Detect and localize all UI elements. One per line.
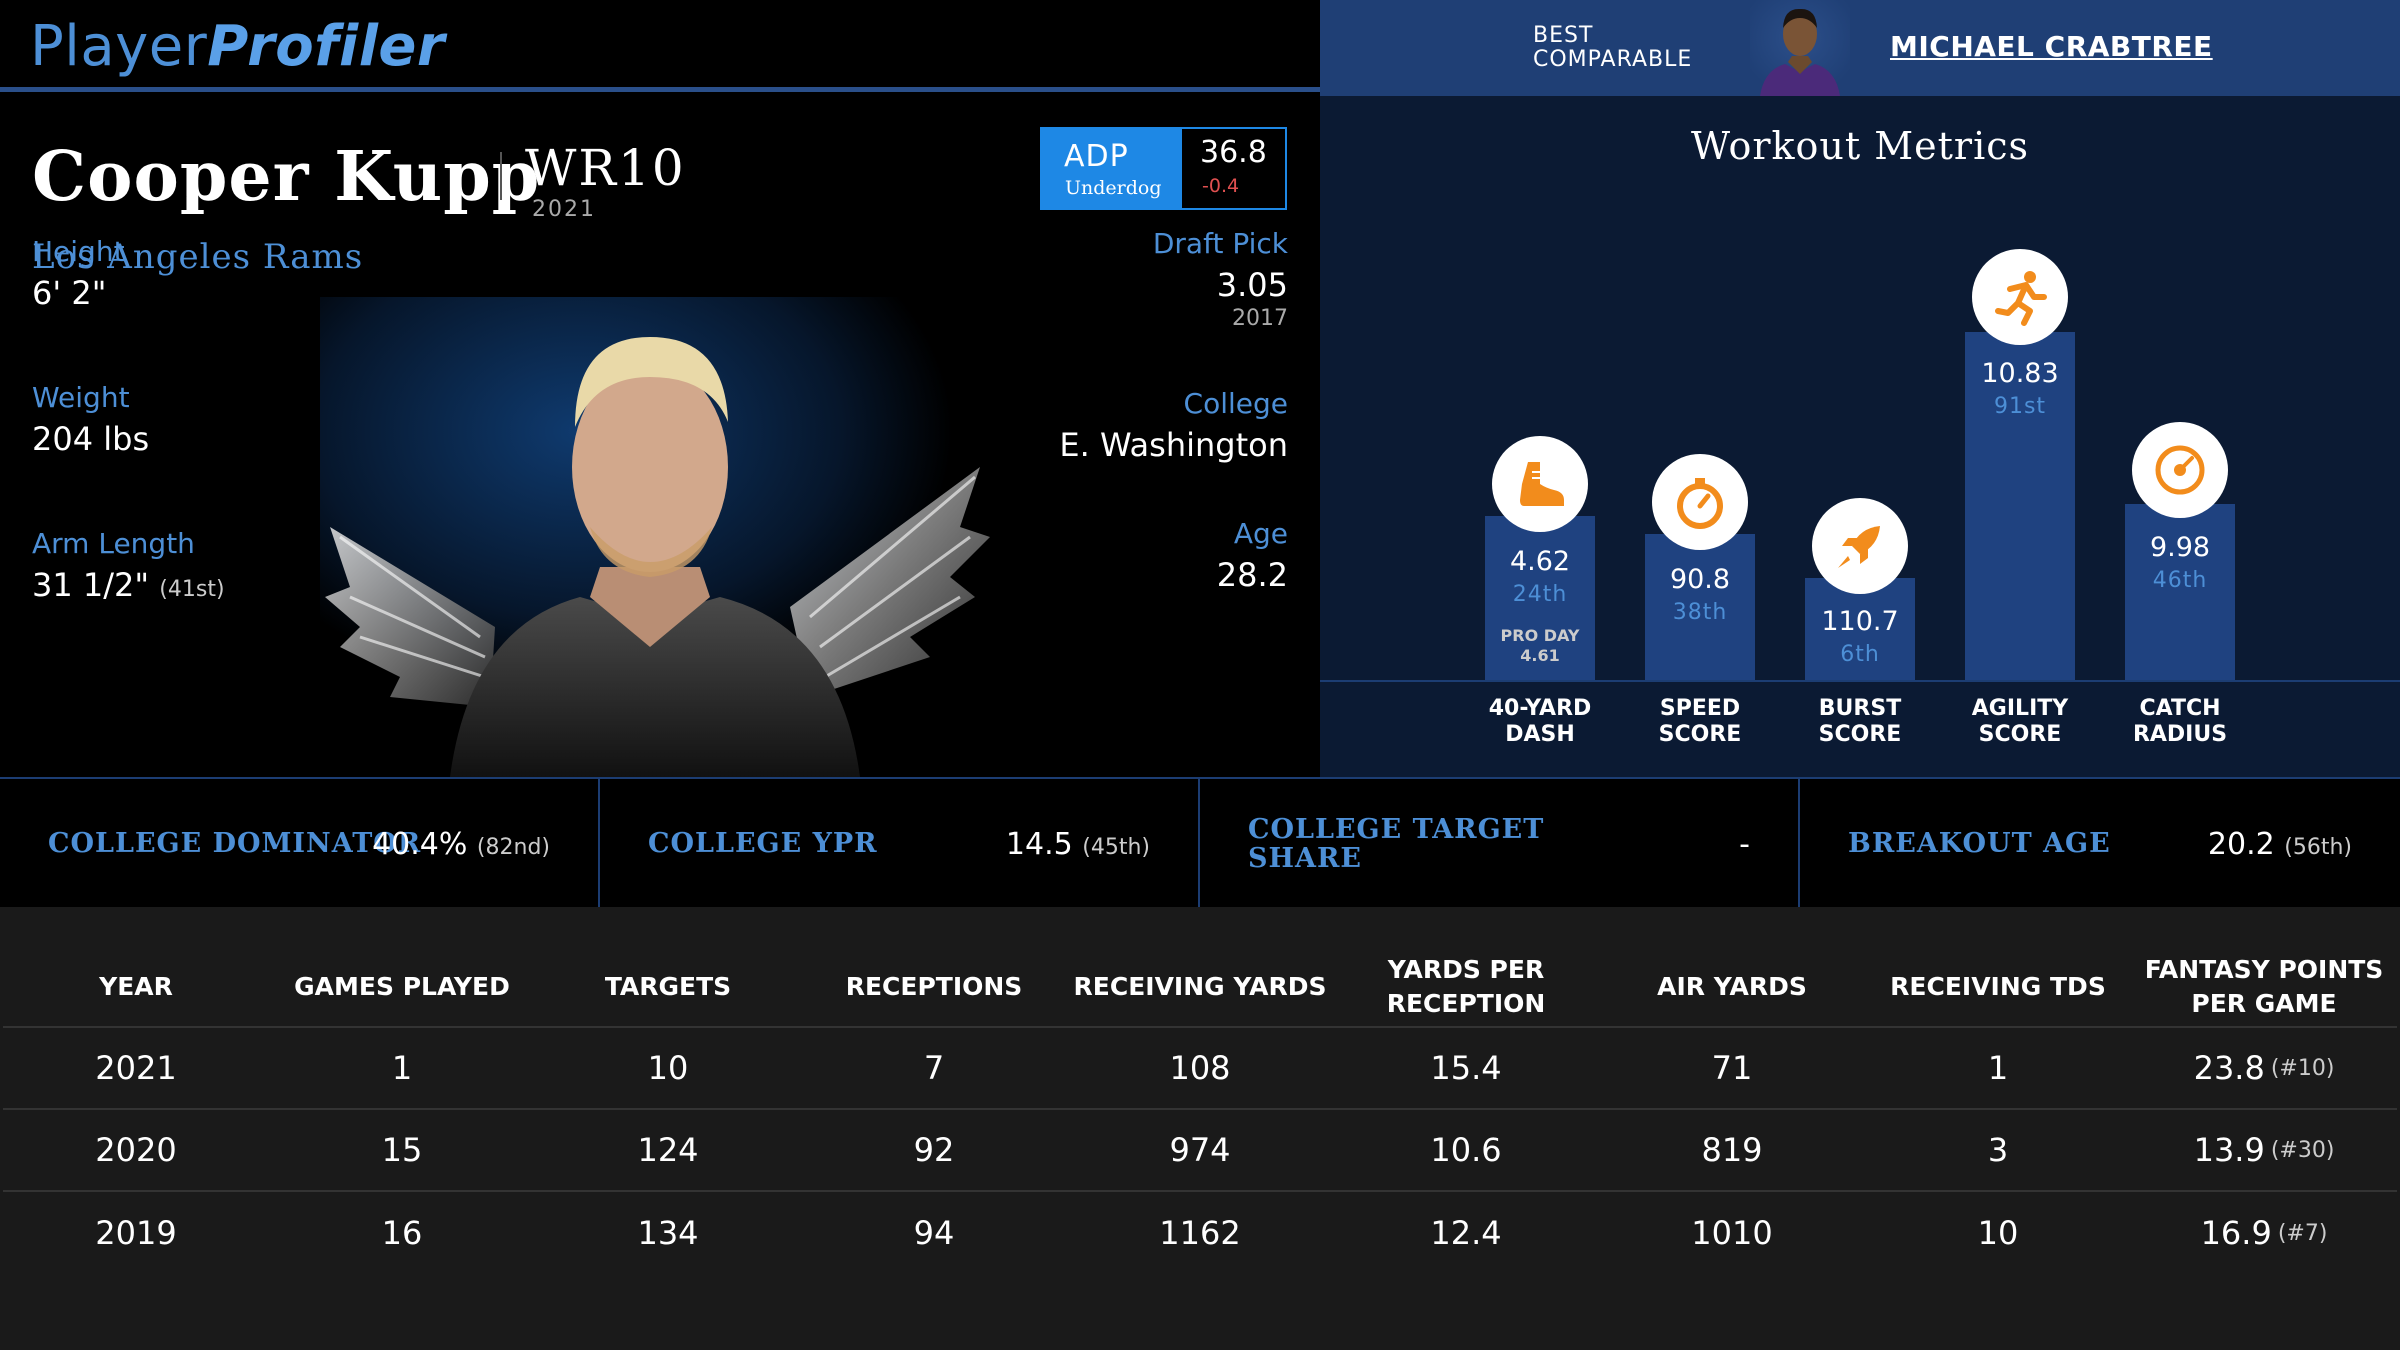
breakout-age-value: 20.2 (56th) — [2207, 827, 2352, 862]
burst-rank: 6th — [1840, 642, 1880, 667]
dash-value: 4.62 — [1509, 546, 1571, 577]
college-ypr-cell[interactable]: COLLEGE YPR 14.5 (45th) — [600, 779, 1200, 907]
comparable-player-link[interactable]: MICHAEL CRABTREE — [1890, 30, 2213, 63]
header-receiving-tds[interactable]: RECEIVING TDS — [1890, 971, 2106, 1001]
workout-metrics-title: Workout Metrics — [1690, 124, 2030, 168]
college-target-share-value: - — [1739, 827, 1750, 862]
fantasy-points-cell: 23.8 (#10) — [2193, 1049, 2335, 1087]
position-rank: WR10 — [525, 139, 686, 197]
name-divider — [500, 152, 502, 200]
fantasy-points-cell: 13.9 (#30) — [2193, 1131, 2335, 1169]
stats-table: YEAR GAMES PLAYED TARGETS RECEPTIONS REC… — [0, 907, 2400, 1350]
speed-bar[interactable] — [1645, 534, 1755, 680]
workout-baseline — [1320, 680, 2400, 682]
comparable-player-avatar — [1750, 0, 1850, 96]
speed-rank: 38th — [1672, 600, 1728, 625]
college-metrics-strip: COLLEGE DOMINATOR 40.4% (82nd) COLLEGE Y… — [0, 777, 2400, 907]
header-games-played[interactable]: GAMES PLAYED — [294, 971, 510, 1001]
stopwatch-icon — [1652, 454, 1748, 550]
table-row: 2020 15 124 92 974 10.6 819 3 13.9 (#30) — [3, 1110, 2397, 1192]
adp-box: ADP Underdog 36.8 -0.4 — [1040, 127, 1287, 210]
agility-value: 10.83 — [1981, 358, 2059, 389]
draft-year: 2017 — [1232, 306, 1288, 331]
burst-value: 110.7 — [1821, 606, 1899, 637]
draft-pick-stat: Draft Pick 3.05 2017 — [1152, 227, 1288, 331]
header-receptions[interactable]: RECEPTIONS — [845, 971, 1023, 1001]
target-icon — [2132, 422, 2228, 518]
breakout-age-label: BREAKOUT AGE — [1848, 828, 2111, 859]
fantasy-points-cell: 16.9 (#7) — [2200, 1214, 2328, 1252]
speed-value: 90.8 — [1669, 564, 1731, 595]
best-comparable-label: BEST COMPARABLE — [1533, 23, 1693, 72]
catch-value: 9.98 — [2149, 532, 2211, 563]
dash-bar[interactable] — [1485, 516, 1595, 680]
header-receiving-yards[interactable]: RECEIVING YARDS — [1073, 971, 1327, 1001]
playerprofiler-logo[interactable]: PlayerProfiler — [30, 14, 445, 79]
shoe-icon — [1492, 436, 1588, 532]
breakout-age-cell[interactable]: BREAKOUT AGE 20.2 (56th) — [1800, 779, 2400, 907]
header-air-yards[interactable]: AIR YARDS — [1657, 971, 1807, 1001]
header-targets[interactable]: TARGETS — [604, 971, 732, 1001]
age-stat: Age 28.2 — [1216, 517, 1288, 594]
runner-icon — [1972, 249, 2068, 345]
height-stat: Height 6' 2" — [32, 235, 125, 312]
adp-source: Underdog — [1065, 177, 1162, 199]
header-bar: PlayerProfiler — [0, 0, 1320, 92]
best-comparable-bar: BEST COMPARABLE MICHAEL CRABTREE — [1320, 0, 2400, 96]
player-photo — [320, 297, 1000, 777]
adp-value: 36.8 — [1200, 135, 1267, 170]
weight-stat: Weight 204 lbs — [32, 381, 150, 458]
college-dominator-value: 40.4% (82nd) — [372, 827, 550, 862]
college-dominator-cell[interactable]: COLLEGE DOMINATOR 40.4% (82nd) — [0, 779, 600, 907]
logo-part1: Player — [30, 14, 208, 79]
adp-change: -0.4 — [1202, 175, 1240, 197]
table-row: 2019 16 134 94 1162 12.4 1010 10 16.9 (#7… — [3, 1192, 2397, 1274]
college-dominator-label: COLLEGE DOMINATOR — [48, 828, 422, 859]
college-ypr-label: COLLEGE YPR — [648, 828, 878, 859]
burst-label: BURST SCORE — [1818, 696, 1902, 747]
workout-metrics-panel: Workout Metrics 4.62 24th PRO DAY 4.61 4… — [1320, 96, 2400, 777]
college-target-share-cell[interactable]: COLLEGE TARGET SHARE - — [1200, 779, 1800, 907]
dash-pro-day: PRO DAY 4.61 — [1500, 626, 1580, 665]
burst-bar[interactable] — [1805, 578, 1915, 680]
adp-source-block: ADP Underdog — [1042, 129, 1182, 208]
catch-label: CATCH RADIUS — [2132, 696, 2228, 747]
table-header-row: YEAR GAMES PLAYED TARGETS RECEPTIONS REC… — [3, 947, 2397, 1028]
catch-rank: 46th — [2152, 568, 2208, 593]
header-fantasy-points[interactable]: FANTASY POINTS PER GAME — [2144, 954, 2384, 1018]
player-team[interactable]: Los Angeles Rams — [32, 237, 364, 277]
catch-bar[interactable] — [2125, 504, 2235, 680]
table-row: 2021 1 10 7 108 15.4 71 1 23.8 (#10) — [3, 1028, 2397, 1110]
college-ypr-value: 14.5 (45th) — [1005, 827, 1150, 862]
logo-part2: Profiler — [207, 14, 446, 79]
header-yards-per-reception[interactable]: YARDS PER RECEPTION — [1386, 954, 1546, 1018]
college-stat: College E. Washington — [1059, 387, 1288, 464]
dash-label: 40-YARD DASH — [1488, 696, 1592, 747]
dash-rank: 24th — [1512, 582, 1568, 607]
rocket-icon — [1812, 498, 1908, 594]
player-name: Cooper Kupp — [32, 137, 541, 217]
college-target-share-label: COLLEGE TARGET SHARE — [1248, 814, 1545, 874]
agility-label: AGILITY SCORE — [1971, 696, 2069, 747]
agility-bar[interactable] — [1965, 332, 2075, 680]
position-rank-year: 2021 — [532, 197, 596, 222]
arm-length-rank: (41st) — [159, 577, 225, 602]
arm-length-stat: Arm Length 31 1/2" (41st) — [32, 527, 225, 604]
header-year[interactable]: YEAR — [99, 971, 173, 1001]
speed-label: SPEED SCORE — [1658, 696, 1742, 747]
adp-label: ADP — [1064, 139, 1129, 174]
agility-rank: 91st — [1993, 394, 2047, 419]
player-overview-panel: Cooper Kupp WR10 2021 Los Angeles Rams A… — [0, 97, 1320, 777]
